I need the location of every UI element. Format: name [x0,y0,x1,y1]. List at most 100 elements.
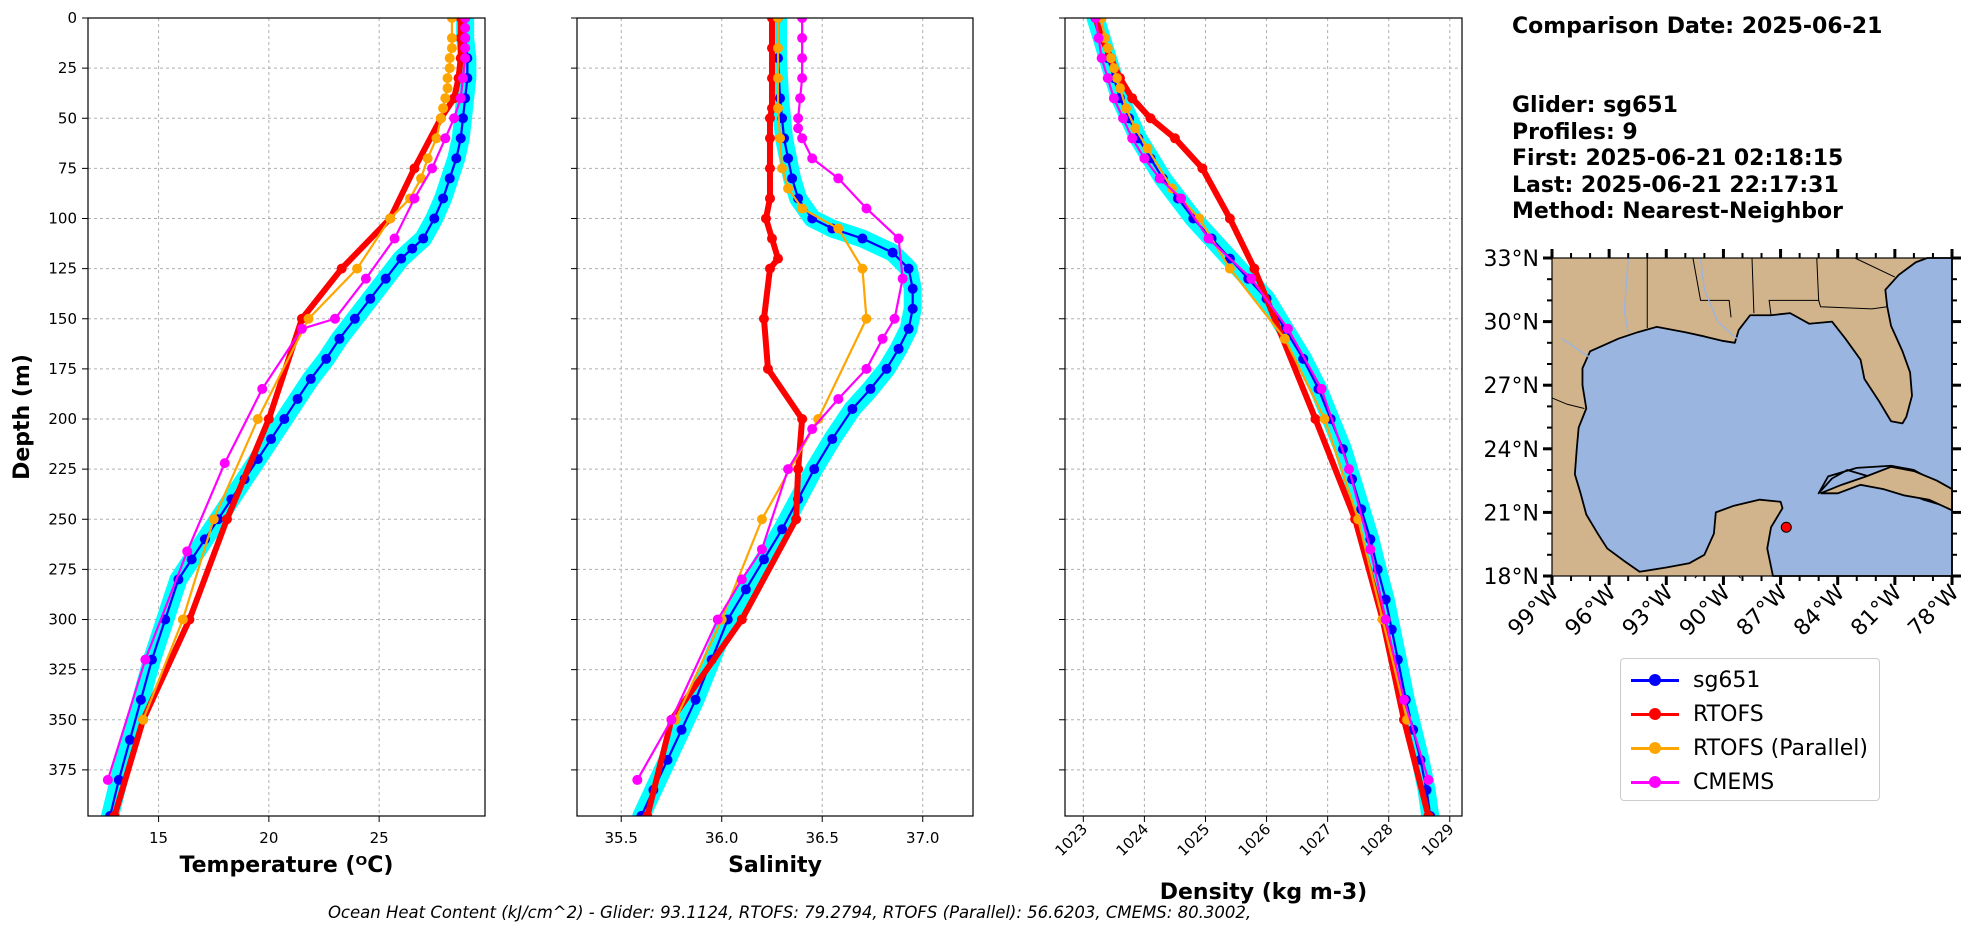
data-point [676,724,687,735]
data-point [773,253,784,264]
data-point [177,614,188,625]
data-point [797,18,808,23]
y-tick-label: 100 [48,210,77,228]
series-group [101,18,477,816]
data-point [807,424,818,435]
data-point [833,223,844,234]
data-point [1380,594,1391,605]
data-point [773,18,784,23]
legend-swatch [1631,670,1679,690]
map-lon-label: 96°W [1561,580,1622,641]
profile-panel-1: 0 25 50 75 100 125 150 175 200 225 250 275 300 325 350… [10,9,486,878]
data-point [791,514,802,525]
map-lon-label: 81°W [1846,580,1907,641]
map-lon-label: 84°W [1789,580,1850,641]
data-point [422,153,433,164]
data-point [438,193,449,204]
series-line-CMEMS [106,18,467,781]
data-point [102,774,113,785]
y-tick-label: 50 [58,109,77,127]
x-tick-label: 1025 [1174,820,1214,860]
data-point [861,313,872,324]
map-lat-label: 21°N [1484,501,1539,526]
data-point [766,233,777,244]
y-tick-label: 250 [48,510,77,528]
y-tick-label: 25 [58,59,77,77]
legend-label: CMEMS [1693,769,1775,795]
series-group [1086,18,1440,816]
data-point [889,313,900,324]
comparison-date: Comparison Date: 2025-06-21 [1512,14,1883,39]
map-border [1692,257,1732,318]
x-tick-label: 1024 [1112,820,1152,860]
data-point [321,353,332,364]
data-point [1139,153,1150,164]
glider-location-marker [1780,521,1792,533]
map-border [1751,257,1755,314]
data-point [1127,93,1138,104]
footer-ohc: Ocean Heat Content (kJ/cm^2) - Glider: 9… [0,903,1987,922]
data-point [257,383,268,394]
y-tick-label: 225 [48,460,77,478]
data-point [793,113,804,124]
last-time: Last: 2025-06-21 22:17:31 [1512,172,1839,198]
legend-swatch [1631,704,1679,724]
data-point [140,654,151,665]
data-point [334,333,345,344]
data-point [797,53,808,64]
map-border [1818,300,1888,310]
data-point [712,614,723,625]
data-point [442,83,453,94]
data-point [460,43,471,54]
data-point [221,514,232,525]
footer-text: Ocean Heat Content (kJ/cm^2) - Glider: 9… [327,903,1252,922]
data-point [903,323,914,334]
data-point [457,113,468,124]
data-point [1169,133,1180,144]
data-point [787,173,798,184]
data-point [764,263,775,274]
data-point [795,93,806,104]
data-point [460,53,471,64]
y-axis-label: Depth (m) [10,354,35,480]
data-point [352,263,363,274]
data-point [449,113,460,124]
data-point [758,313,769,324]
data-point [1224,263,1235,274]
data-point [762,363,773,374]
legend-swatch [1631,772,1679,792]
data-point [186,554,197,565]
map-lat-label: 18°N [1484,565,1539,590]
x-tick-label: 1029 [1418,820,1458,860]
data-point [440,133,451,144]
data-point [1365,544,1376,555]
profile-panel-2: 35.5 36.0 36.5 37.0 Salinity [571,17,974,878]
data-point [813,414,824,425]
x-axis-label: Density (kg m-3) [1160,880,1368,905]
legend-item-cmems: CMEMS [1631,765,1869,799]
data-point [1154,173,1165,184]
data-point [455,93,466,104]
legend-label: sg651 [1693,667,1761,693]
data-point [783,464,794,475]
data-point [1111,73,1122,84]
series-band-sg651 [1086,18,1440,816]
data-point [833,393,844,404]
data-point [903,263,914,274]
data-point [861,203,872,214]
data-point [429,213,440,224]
x-tick-label: 1023 [1051,820,1091,860]
data-point [793,464,804,475]
map-lon-label: 93°W [1618,580,1679,641]
data-point [1249,263,1260,274]
data-point [292,393,303,404]
data-point [460,33,471,44]
x-tick-label: 15 [149,829,168,847]
data-point [760,213,771,224]
data-point [460,18,471,23]
data-point [1093,33,1104,44]
data-point [740,584,751,595]
data-point [138,714,149,725]
data-point [758,554,769,565]
